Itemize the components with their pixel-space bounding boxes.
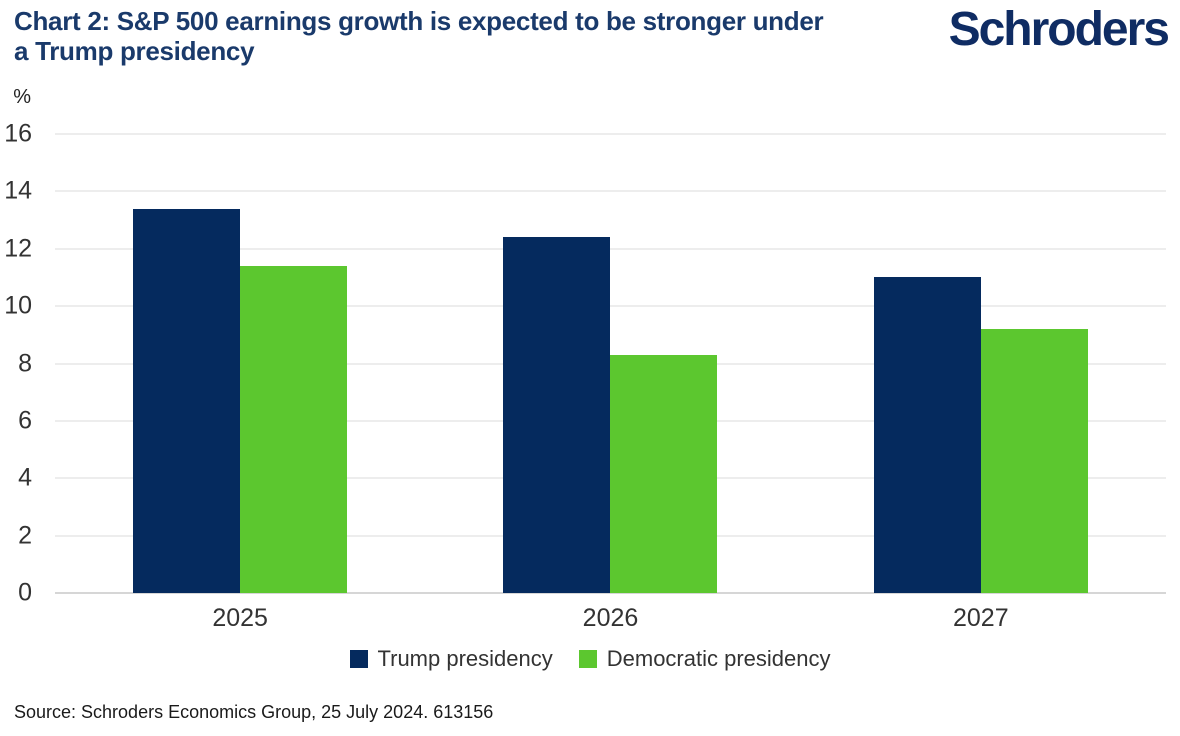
chart-title-line-2: a Trump presidency — [14, 36, 255, 66]
chart-title-line-1: Chart 2: S&P 500 earnings growth is expe… — [14, 6, 824, 36]
legend: Trump presidency Democratic presidency — [0, 646, 1180, 672]
bar-democratic-presidency-2027 — [980, 329, 1088, 593]
bar-group-2027 — [873, 134, 1088, 593]
x-tick-label-2026: 2026 — [582, 604, 639, 632]
bar-group-2025 — [133, 134, 348, 593]
legend-swatch-trump-presidency — [349, 650, 368, 668]
gridline-14 — [55, 190, 1166, 193]
legend-label-trump-presidency: Trump presidency — [377, 646, 553, 671]
y-tick-label-10: 10 — [4, 291, 32, 320]
gridline-16 — [55, 133, 1166, 135]
legend-item-democratic-presidency: Democratic presidency — [578, 646, 831, 672]
legend-label-democratic-presidency: Democratic presidency — [606, 646, 831, 671]
y-tick-label-16: 16 — [4, 119, 32, 148]
bar-trump-presidency-2025 — [133, 208, 241, 593]
source-note: Source: Schroders Economics Group, 25 Ju… — [14, 702, 494, 722]
legend-item-trump-presidency: Trump presidency — [349, 646, 553, 672]
bar-group-2026 — [503, 134, 718, 593]
y-tick-label-14: 14 — [4, 176, 32, 205]
x-tick-label-2027: 2027 — [953, 604, 1009, 632]
x-tick-label-2025: 2025 — [212, 604, 268, 632]
y-tick-label-0: 0 — [18, 578, 32, 607]
bar-trump-presidency-2026 — [503, 237, 611, 593]
y-axis-tick-labels: 0 2 4 6 8 10 12 14 16 — [0, 121, 34, 605]
chart-title: Chart 2: S&P 500 earnings growth is expe… — [14, 6, 824, 66]
legend-swatch-democratic-presidency — [578, 650, 597, 668]
x-axis-labels: 2025 2026 2027 — [55, 604, 1166, 633]
plot-area — [55, 133, 1166, 594]
y-tick-label-12: 12 — [4, 234, 32, 263]
x-axis-baseline — [55, 592, 1166, 594]
y-tick-label-2: 2 — [18, 521, 32, 550]
bar-democratic-presidency-2026 — [610, 354, 718, 593]
y-tick-label-4: 4 — [18, 463, 32, 492]
bars-row — [55, 134, 1166, 593]
bar-democratic-presidency-2025 — [240, 265, 348, 593]
gridline-12 — [55, 247, 1166, 250]
y-tick-label-8: 8 — [18, 349, 32, 377]
gridline-10 — [55, 305, 1166, 308]
y-tick-label-6: 6 — [18, 406, 32, 435]
y-axis-unit-label: % — [13, 86, 31, 108]
schroders-logo: Schroders — [948, 3, 1170, 56]
bar-trump-presidency-2027 — [873, 277, 981, 593]
